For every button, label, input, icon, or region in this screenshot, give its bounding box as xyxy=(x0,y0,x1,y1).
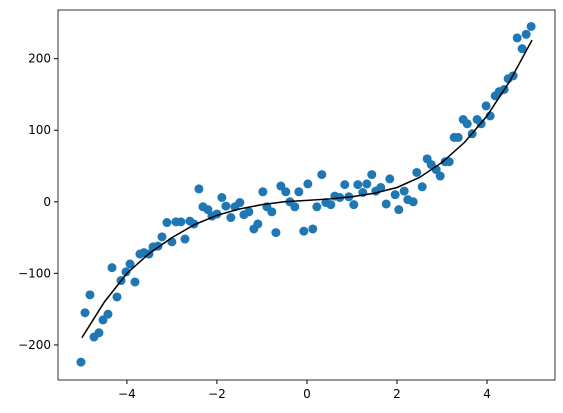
data-point xyxy=(85,290,95,300)
data-point xyxy=(221,201,231,211)
data-point xyxy=(326,200,336,210)
data-point xyxy=(376,182,386,192)
x-tick-label: −2 xyxy=(208,387,226,401)
data-point xyxy=(412,167,422,177)
data-point xyxy=(340,180,350,190)
data-point xyxy=(512,33,522,43)
data-point xyxy=(203,205,213,215)
y-tick-label: 100 xyxy=(28,123,51,137)
data-point xyxy=(312,202,322,212)
data-point xyxy=(281,187,291,197)
data-point xyxy=(121,267,131,277)
data-point xyxy=(290,202,300,212)
data-point xyxy=(353,180,363,190)
data-point xyxy=(385,174,395,184)
data-point xyxy=(481,101,491,111)
data-point xyxy=(157,232,167,242)
data-point xyxy=(162,218,172,228)
data-point xyxy=(362,179,372,189)
data-point xyxy=(130,277,140,287)
y-tick-label: 0 xyxy=(43,195,51,209)
data-point xyxy=(226,213,236,223)
data-point xyxy=(462,119,472,129)
data-point xyxy=(107,263,117,273)
data-point xyxy=(253,219,263,229)
data-point xyxy=(180,234,190,244)
data-point xyxy=(303,179,313,189)
data-point xyxy=(349,200,359,210)
data-point xyxy=(80,308,90,318)
data-point xyxy=(76,357,86,367)
y-tick-label: 200 xyxy=(28,52,51,66)
data-point xyxy=(435,171,445,181)
data-point xyxy=(103,309,113,319)
x-tick-label: 0 xyxy=(303,387,311,401)
x-tick-label: 2 xyxy=(393,387,401,401)
data-point xyxy=(399,186,409,196)
data-point xyxy=(217,193,227,203)
data-point xyxy=(367,170,377,180)
data-point xyxy=(408,197,418,207)
data-point xyxy=(176,217,186,227)
data-point xyxy=(417,182,427,192)
data-point xyxy=(390,190,400,200)
y-tick-label: −100 xyxy=(18,266,51,280)
data-point xyxy=(444,157,454,167)
data-point xyxy=(294,187,304,197)
data-point xyxy=(244,207,254,217)
data-point xyxy=(125,259,135,269)
data-point xyxy=(258,187,268,197)
data-point xyxy=(112,292,122,302)
data-point xyxy=(381,199,391,209)
data-point xyxy=(299,226,309,236)
plot-frame xyxy=(57,9,556,381)
data-point xyxy=(308,224,318,234)
data-point xyxy=(526,21,536,31)
data-point xyxy=(517,44,527,54)
data-point xyxy=(194,184,204,194)
data-point xyxy=(521,29,531,39)
data-point xyxy=(271,228,281,238)
data-point xyxy=(453,132,463,142)
x-tick-label: −4 xyxy=(118,387,136,401)
fit-line xyxy=(81,39,533,339)
data-point xyxy=(394,205,404,215)
data-point xyxy=(235,198,245,208)
data-point xyxy=(267,207,277,217)
data-point xyxy=(94,328,104,338)
data-point xyxy=(317,170,327,180)
data-point xyxy=(167,237,177,247)
x-tick-label: 4 xyxy=(483,387,491,401)
y-tick-label: −200 xyxy=(18,338,51,352)
